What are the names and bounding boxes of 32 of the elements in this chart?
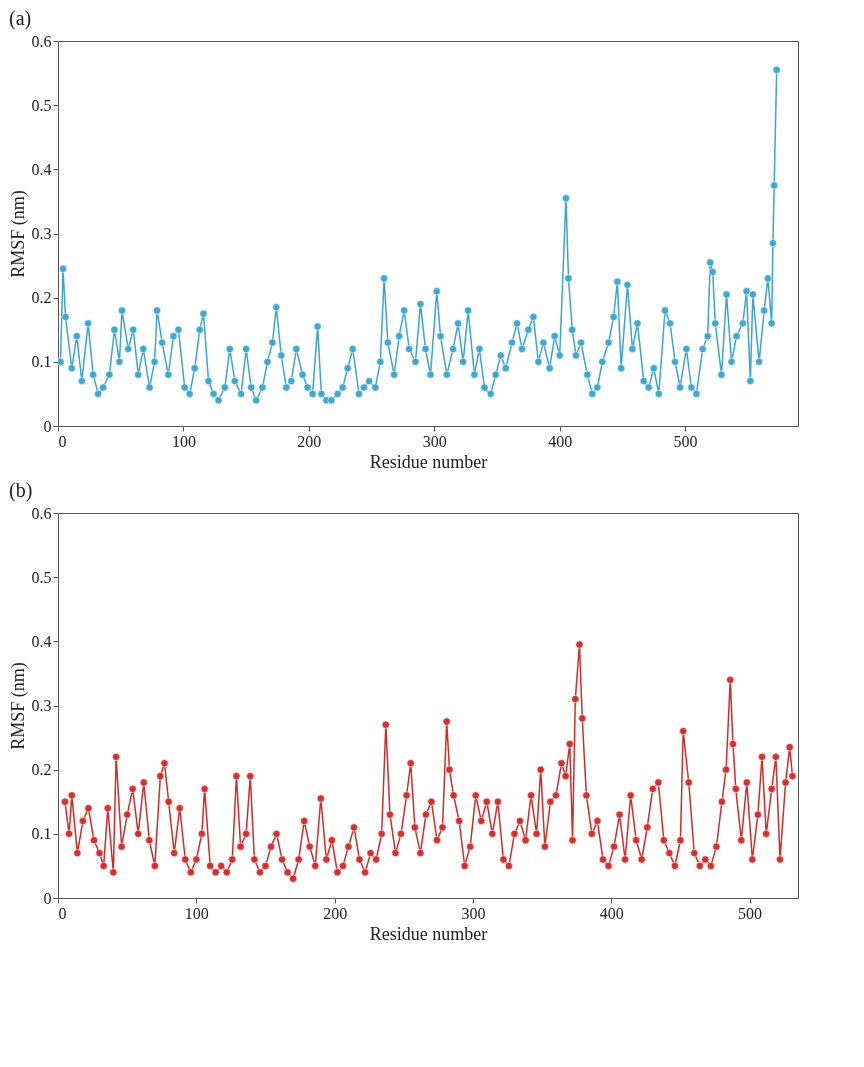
x-axis-title: Residue number bbox=[369, 923, 488, 944]
x-tick-label: 500 bbox=[673, 432, 698, 450]
y-tick-label: 0.5 bbox=[31, 568, 52, 586]
y-tick-label: 0 bbox=[43, 889, 52, 907]
x-tick-label: 200 bbox=[323, 904, 348, 922]
y-tick-label: 0.4 bbox=[31, 160, 52, 178]
y-tick-label: 0.1 bbox=[31, 825, 52, 843]
y-tick-label: 0.4 bbox=[31, 632, 52, 650]
x-tick-label: 0 bbox=[58, 432, 67, 450]
x-tick-label: 100 bbox=[171, 432, 196, 450]
y-tick-label: 0.2 bbox=[31, 289, 52, 307]
y-tick-label: 0.1 bbox=[31, 353, 52, 371]
y-axis-title: RMSF (nm) bbox=[7, 662, 29, 750]
y-tick-label: 0.5 bbox=[31, 96, 52, 114]
y-tick-label: 0.3 bbox=[31, 225, 52, 242]
y-tick-label: 0.6 bbox=[31, 32, 52, 50]
y-tick-label: 0 bbox=[43, 417, 52, 435]
x-tick-label: 0 bbox=[58, 904, 67, 922]
chart-title: (b) bbox=[9, 479, 33, 502]
chart-title: (a) bbox=[9, 7, 32, 30]
y-tick-label: 0.3 bbox=[31, 697, 52, 714]
x-tick-label: 300 bbox=[461, 904, 486, 922]
y-tick-label: 0.2 bbox=[31, 761, 52, 779]
y-axis-title: RMSF (nm) bbox=[7, 190, 29, 278]
x-tick-label: 500 bbox=[738, 904, 763, 922]
x-tick-label: 300 bbox=[422, 432, 447, 450]
y-tick-label: 0.6 bbox=[31, 504, 52, 522]
x-tick-label: 400 bbox=[599, 904, 624, 922]
x-tick-label: 400 bbox=[548, 432, 573, 450]
x-tick-label: 200 bbox=[297, 432, 322, 450]
x-axis-title: Residue number bbox=[369, 451, 488, 472]
x-tick-label: 100 bbox=[184, 904, 209, 922]
